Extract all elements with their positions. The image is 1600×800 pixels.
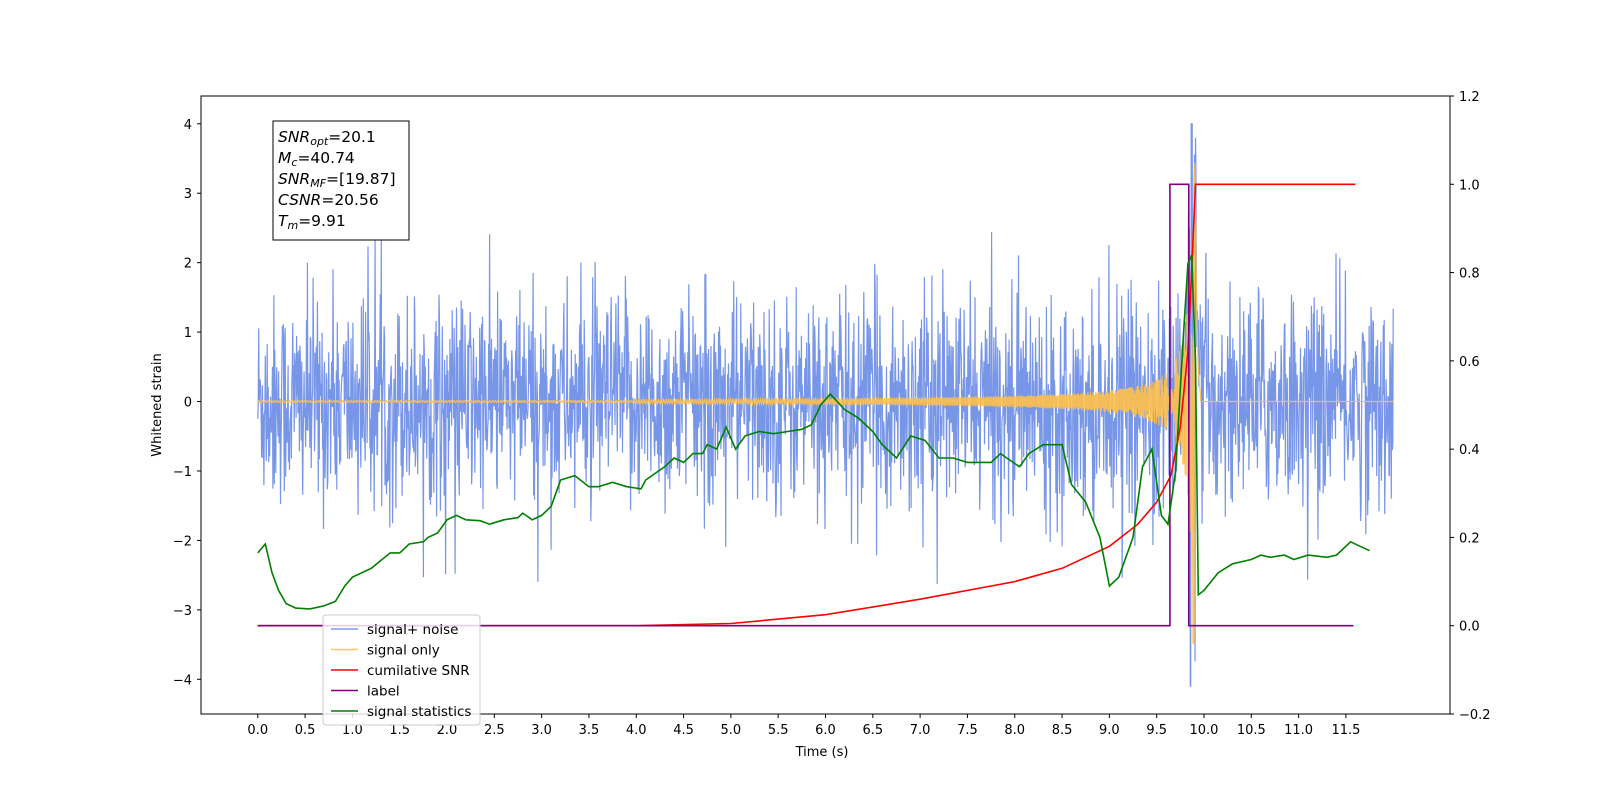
x-tick-label: 2.0 bbox=[437, 723, 458, 738]
x-tick-label: 10.0 bbox=[1190, 723, 1219, 738]
x-tick-label: 6.0 bbox=[815, 723, 836, 738]
x-tick-label: 5.5 bbox=[768, 723, 789, 738]
x-tick-label: 2.5 bbox=[484, 723, 505, 738]
x-tick-label: 3.0 bbox=[531, 723, 552, 738]
y-left-tick-label: 4 bbox=[184, 118, 192, 133]
x-tick-label: 0.5 bbox=[295, 723, 316, 738]
y-left-tick-label: 0 bbox=[184, 396, 192, 411]
series-line-cumulative-snr bbox=[257, 183, 1356, 627]
series-line-signal-statistics bbox=[257, 254, 1370, 610]
y-right-tick-label: 1.2 bbox=[1459, 90, 1480, 105]
annotation-line: CSNR=20.56 bbox=[278, 191, 379, 209]
x-tick-label: 6.5 bbox=[862, 723, 883, 738]
y-left-tick-label: −3 bbox=[173, 604, 192, 619]
x-axis-label: Time (s) bbox=[795, 745, 849, 760]
x-tick-label: 11.5 bbox=[1331, 723, 1360, 738]
legend-label: signal only bbox=[367, 643, 440, 659]
y-right-tick-label: 0.6 bbox=[1459, 355, 1480, 370]
y-right-tick-label: 0.2 bbox=[1459, 531, 1480, 546]
y-axis-left-label: Whitened strain bbox=[150, 353, 165, 456]
legend-label: signal statistics bbox=[367, 704, 471, 720]
y-right-tick-label: −0.2 bbox=[1459, 708, 1491, 723]
x-tick-label: 11.0 bbox=[1284, 723, 1313, 738]
annotation-line: Mc=40.74 bbox=[278, 149, 355, 169]
series-line-signal-only bbox=[257, 162, 1394, 645]
x-tick-label: 0.0 bbox=[247, 723, 268, 738]
y-right-tick-label: 0.8 bbox=[1459, 267, 1480, 282]
legend: signal+ noise signal only cumilative SNR la… bbox=[322, 614, 481, 726]
y-left-tick-label: −2 bbox=[173, 534, 192, 549]
x-tick-label: 3.5 bbox=[579, 723, 600, 738]
legend-label: label bbox=[367, 684, 400, 700]
x-tick-label: 5.0 bbox=[721, 723, 742, 738]
y-axis-left: −4 −3 −2 −1 0 1 2 3 4 bbox=[173, 118, 201, 688]
x-tick-label: 4.5 bbox=[673, 723, 694, 738]
x-tick-label: 1.0 bbox=[342, 723, 363, 738]
y-right-tick-label: 1.0 bbox=[1459, 178, 1480, 193]
legend-label: signal+ noise bbox=[367, 622, 458, 638]
x-tick-label: 10.5 bbox=[1237, 723, 1266, 738]
legend-label: cumilative SNR bbox=[367, 663, 470, 679]
x-tick-label: 8.5 bbox=[1052, 723, 1073, 738]
x-tick-label: 7.0 bbox=[910, 723, 931, 738]
y-axis-right: −0.2 0.0 0.2 0.4 0.6 0.8 1.0 1.2 bbox=[1450, 90, 1491, 723]
y-left-tick-label: 1 bbox=[184, 326, 192, 341]
y-left-tick-label: −1 bbox=[173, 465, 192, 480]
y-left-tick-label: 3 bbox=[184, 187, 192, 202]
y-right-tick-label: 0.0 bbox=[1459, 620, 1480, 635]
x-tick-label: 4.0 bbox=[626, 723, 647, 738]
annotation-box: SNRopt=20.1Mc=40.74SNRMF=[19.87]CSNR=20.… bbox=[272, 120, 410, 241]
annotation-frame bbox=[272, 120, 410, 241]
x-tick-label: 7.5 bbox=[957, 723, 978, 738]
series-layer bbox=[257, 123, 1394, 687]
annotation-line: SNRMF=[19.87] bbox=[278, 170, 396, 190]
legend-frame bbox=[322, 614, 481, 726]
series-line-signal-noise bbox=[257, 123, 1394, 687]
x-axis: 0.0 0.5 1.0 1.5 2.0 2.5 3.0 3.5 4.0 4.5 5.0 5.5 6.0 6… bbox=[247, 714, 1360, 738]
y-left-tick-label: −4 bbox=[173, 673, 192, 688]
y-left-tick-label: 2 bbox=[184, 257, 192, 272]
series-line-label bbox=[257, 183, 1354, 627]
x-tick-label: 1.5 bbox=[389, 723, 410, 738]
x-tick-label: 8.0 bbox=[1004, 723, 1025, 738]
x-tick-label: 9.5 bbox=[1146, 723, 1167, 738]
annotation-line: Tm=9.91 bbox=[278, 212, 346, 232]
y-right-tick-label: 0.4 bbox=[1459, 443, 1480, 458]
annotation-line: SNRopt=20.1 bbox=[278, 128, 376, 148]
x-tick-label: 9.0 bbox=[1099, 723, 1120, 738]
